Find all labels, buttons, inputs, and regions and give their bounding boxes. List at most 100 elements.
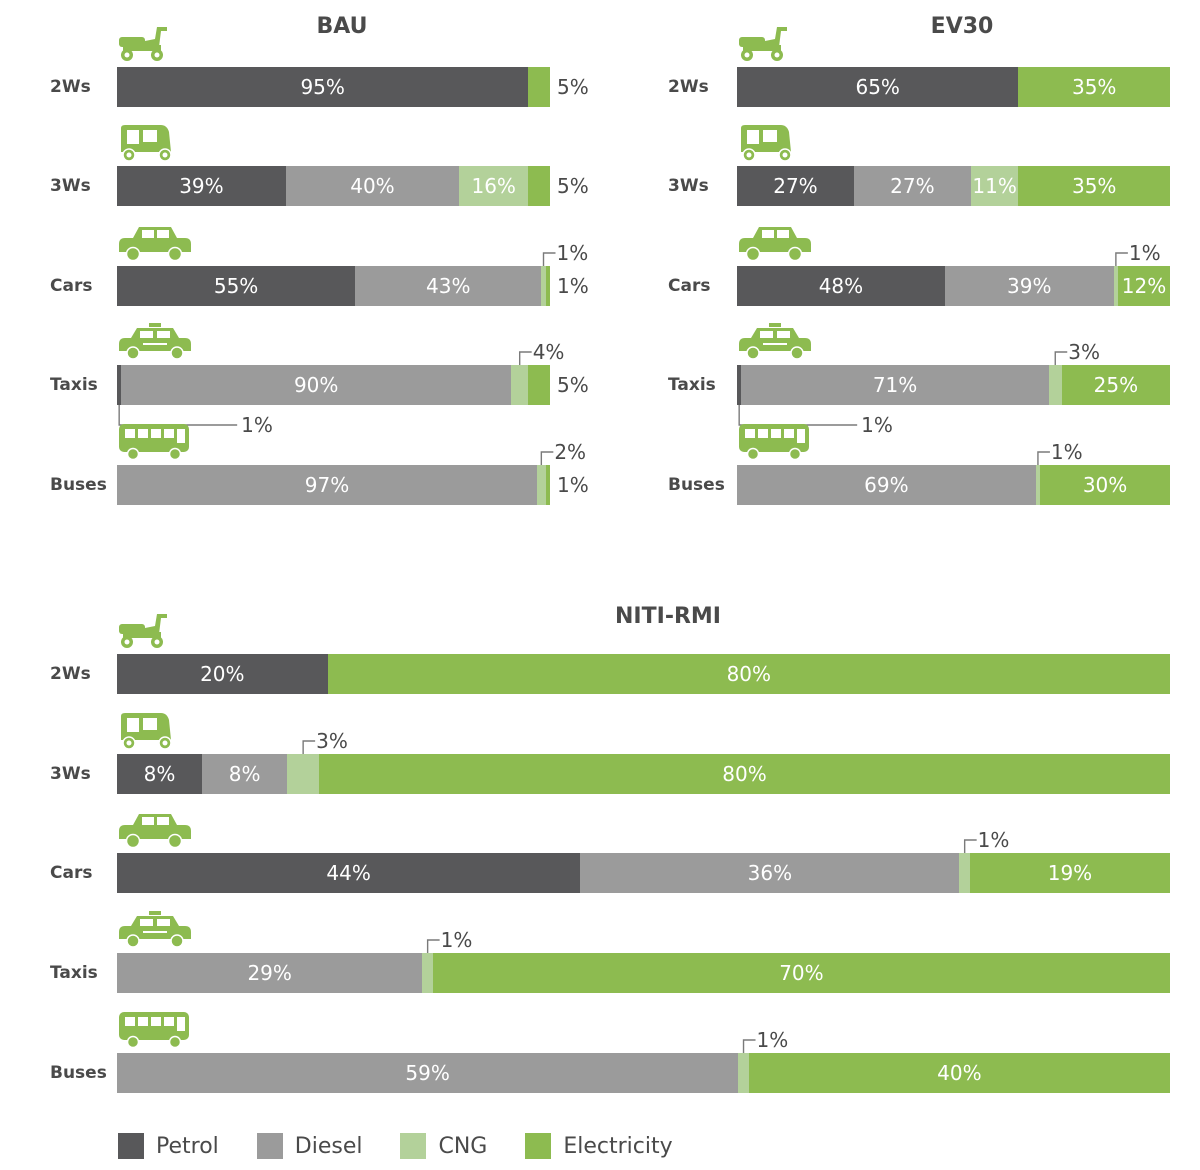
ev30-label-buses-cng: 1% [1050, 440, 1083, 464]
ev30-segment-taxis-diesel: 71% [741, 365, 1049, 405]
niti-rmi-bar-2ws: 20% 80% [117, 654, 1170, 694]
ev30-segment-buses-cng [1035, 465, 1041, 505]
bau-segment-2ws-electricity [528, 67, 550, 107]
ev30-segment-cars-cng [1113, 266, 1119, 306]
niti-rmi-segment-2ws-petrol: 20% [117, 654, 328, 694]
bau-category-label-cars: Cars [50, 276, 93, 296]
ev30-segment-taxis-cng [1048, 365, 1062, 405]
ev30-segment-3ws-cng: 11% [970, 166, 1019, 206]
bau-segment-taxis-diesel: 90% [121, 365, 512, 405]
bau-segment-3ws-electricity [528, 166, 550, 206]
bau-label-cars-electricity: 1% [557, 274, 589, 298]
ev30-category-label-cars: Cars [668, 276, 711, 296]
bau-bar-cars: 55% 43% [117, 266, 550, 306]
ev30-bar-taxis: 71% 25% [737, 365, 1170, 405]
niti-rmi-segment-cars-petrol: 44% [117, 853, 581, 893]
auto-rickshaw-icon [121, 125, 172, 162]
bau-segment-taxis-cng [511, 365, 529, 405]
bau-segment-2ws-petrol: 95% [117, 67, 529, 107]
niti-rmi-label-3ws-cng: 3% [316, 729, 348, 753]
bau-segment-taxis-electricity [528, 365, 550, 405]
legend-item-diesel: Diesel [256, 1133, 362, 1159]
taxi-icon [119, 323, 191, 360]
ev30-segment-3ws-diesel: 27% [853, 166, 971, 206]
legend-label-cng: CNG [438, 1133, 488, 1159]
bus-icon [119, 1012, 189, 1049]
bus-icon [739, 424, 809, 461]
ev30-segment-cars-petrol: 48% [737, 266, 945, 306]
bau-label-taxis-petrol: 1% [241, 413, 273, 437]
niti-rmi-label-3ws-cng-leader [302, 740, 316, 754]
bau-segment-3ws-cng: 16% [459, 166, 529, 206]
niti-rmi-segment-buses-cng [738, 1053, 749, 1093]
bau-label-buses-cng: 2% [554, 440, 587, 464]
ev30-segment-taxis-electricity: 25% [1061, 365, 1170, 405]
niti-rmi-segment-cars-cng [959, 853, 970, 893]
bau-segment-cars-cng [541, 266, 546, 306]
ev30-segment-cars-electricity: 12% [1118, 266, 1170, 306]
legend-label-petrol: Petrol [156, 1133, 219, 1159]
niti-rmi-bar-taxis: 29% 70% [117, 953, 1170, 993]
ev30-segment-buses-electricity: 30% [1040, 465, 1170, 505]
niti-rmi-bar-3ws: 8% 8% 80% [117, 754, 1170, 794]
niti-rmi-segment-3ws-petrol: 8% [117, 754, 203, 794]
niti-rmi-segment-3ws-diesel: 8% [202, 754, 288, 794]
bau-segment-taxis-petrol [117, 365, 122, 405]
car-icon [119, 227, 191, 262]
ev30-segment-2ws-electricity: 35% [1018, 67, 1170, 107]
bau-segment-cars-electricity [545, 266, 550, 306]
bus-icon [119, 424, 189, 461]
ev30-bar-cars: 48% 39% 12% [737, 266, 1170, 306]
legend-swatch-cng [400, 1133, 427, 1159]
bau-category-label-buses: Buses [50, 475, 107, 495]
auto-rickshaw-icon [121, 713, 172, 750]
scooter-icon [739, 27, 787, 61]
niti-rmi-bar-buses: 59% 40% [117, 1053, 1170, 1093]
legend-swatch-electricity [525, 1133, 552, 1159]
ev30-category-label-taxis: Taxis [668, 375, 716, 395]
ev30-segment-3ws-petrol: 27% [737, 166, 854, 206]
niti-rmi-category-label-buses: Buses [50, 1063, 107, 1083]
ev30-panel-title: EV30 [930, 14, 994, 39]
bau-segment-buses-cng [537, 465, 546, 505]
bau-label-taxis-petrol-leader [118, 405, 238, 426]
niti-rmi-segment-buses-diesel: 59% [117, 1053, 739, 1093]
bau-bar-3ws: 39% 40% 16% [117, 166, 550, 206]
niti-rmi-segment-taxis-electricity: 70% [432, 953, 1170, 993]
legend-item-cng: CNG [400, 1133, 487, 1159]
ev30-segment-buses-diesel: 69% [737, 465, 1036, 505]
bau-category-label-taxis: Taxis [50, 375, 98, 395]
ev30-category-label-2ws: 2Ws [668, 77, 709, 97]
bau-label-3ws-electricity: 5% [557, 174, 589, 198]
taxi-icon [119, 911, 191, 948]
legend-item-petrol: Petrol [118, 1133, 219, 1159]
auto-rickshaw-icon [741, 125, 792, 162]
niti-rmi-label-cars-cng-leader [963, 839, 977, 853]
bau-panel-title: BAU [316, 14, 368, 39]
ev30-category-label-buses: Buses [668, 475, 725, 495]
niti-rmi-segment-buses-electricity: 40% [748, 1053, 1170, 1093]
niti-rmi-category-label-taxis: Taxis [50, 963, 98, 983]
ev30-bar-buses: 69% 30% [737, 465, 1170, 505]
bau-bar-taxis: 90% [117, 365, 550, 405]
legend-item-electricity: Electricity [525, 1133, 673, 1159]
taxi-icon [739, 323, 811, 360]
ev30-label-cars-cng: 1% [1128, 241, 1161, 265]
legend-swatch-petrol [118, 1133, 144, 1159]
ev30-label-taxis-petrol-leader [738, 405, 858, 426]
bau-segment-cars-diesel: 43% [355, 266, 542, 306]
bau-bar-buses: 97% [117, 465, 550, 505]
niti-rmi-label-buses-cng: 1% [756, 1028, 789, 1052]
bau-segment-buses-electricity [545, 465, 550, 505]
ev30-segment-3ws-electricity: 35% [1018, 166, 1170, 206]
niti-rmi-segment-taxis-cng [422, 953, 433, 993]
niti-rmi-bar-cars: 44% 36% 19% [117, 853, 1170, 893]
niti-rmi-category-label-2ws: 2Ws [50, 664, 91, 684]
bau-label-taxis-electricity: 5% [557, 373, 589, 397]
ev30-bar-3ws: 27% 27% 11% 35% [737, 166, 1170, 206]
ev30-label-taxis-petrol: 1% [861, 413, 893, 437]
legend-label-electricity: Electricity [563, 1133, 673, 1159]
bau-category-label-3ws: 3Ws [50, 176, 91, 196]
bau-label-buses-cng-leader [540, 451, 554, 465]
